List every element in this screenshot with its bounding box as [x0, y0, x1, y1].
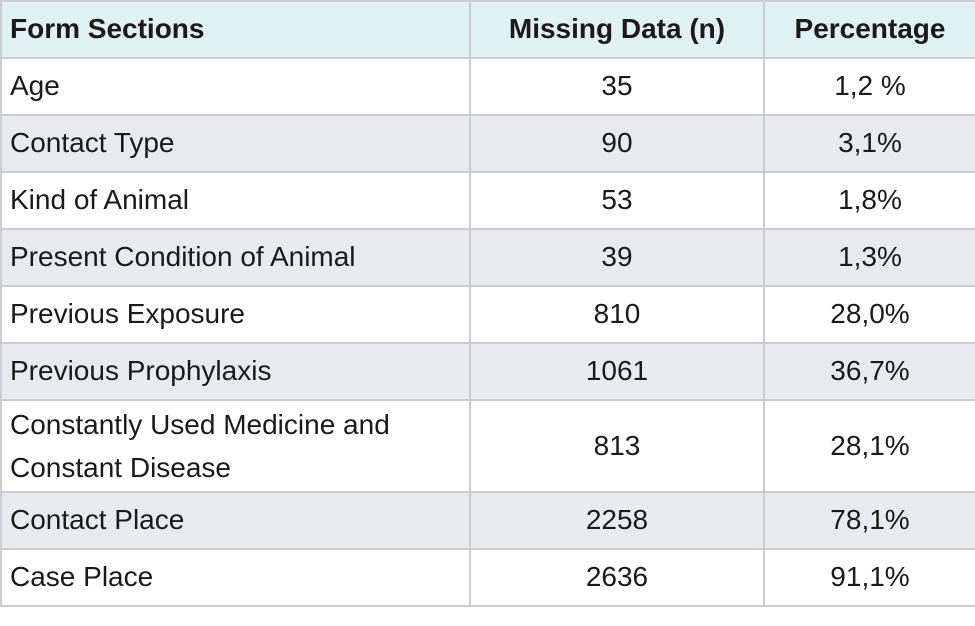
percentage-cell: 28,0%	[763, 285, 975, 344]
percentage-cell: 1,3%	[763, 228, 975, 287]
header-cell: Missing Data (n)	[469, 0, 765, 59]
header-cell: Percentage	[763, 0, 975, 59]
count-cell: 1061	[469, 342, 765, 401]
table-row: Age 35 1,2 %	[0, 57, 975, 116]
count-cell: 2258	[469, 491, 765, 550]
count-cell: 810	[469, 285, 765, 344]
percentage-cell: 78,1%	[763, 491, 975, 550]
table-body: Age 35 1,2 % Contact Type 90 3,1% Kind of Anim…	[0, 57, 975, 607]
percentage-cell: 91,1%	[763, 548, 975, 607]
percentage-cell: 3,1%	[763, 114, 975, 173]
section-cell: Contact Type	[0, 114, 471, 173]
table-row: Contact Type 90 3,1%	[0, 114, 975, 173]
count-cell: 813	[469, 399, 765, 493]
table-row: Constantly Used Medicine and Constant Di…	[0, 399, 975, 493]
percentage-cell: 1,8%	[763, 171, 975, 230]
section-cell: Constantly Used Medicine and Constant Di…	[0, 399, 471, 493]
table-row: Case Place 2636 91,1%	[0, 548, 975, 607]
section-cell: Contact Place	[0, 491, 471, 550]
table-row: Present Condition of Animal 39 1,3%	[0, 228, 975, 287]
section-cell: Previous Prophylaxis	[0, 342, 471, 401]
table-row: Kind of Animal 53 1,8%	[0, 171, 975, 230]
missing-data-table: Form Sections Missing Data (n) Percentag…	[0, 0, 975, 607]
count-cell: 35	[469, 57, 765, 116]
percentage-cell: 1,2 %	[763, 57, 975, 116]
count-cell: 2636	[469, 548, 765, 607]
table-row: Contact Place 2258 78,1%	[0, 491, 975, 550]
section-cell: Present Condition of Animal	[0, 228, 471, 287]
percentage-cell: 36,7%	[763, 342, 975, 401]
count-cell: 90	[469, 114, 765, 173]
section-cell: Kind of Animal	[0, 171, 471, 230]
count-cell: 53	[469, 171, 765, 230]
count-cell: 39	[469, 228, 765, 287]
table-row: Previous Exposure 810 28,0%	[0, 285, 975, 344]
section-cell: Case Place	[0, 548, 471, 607]
header-row: Form Sections Missing Data (n) Percentag…	[0, 0, 975, 59]
section-cell: Age	[0, 57, 471, 116]
header-cell: Form Sections	[0, 0, 471, 59]
percentage-cell: 28,1%	[763, 399, 975, 493]
table-row: Previous Prophylaxis 1061 36,7%	[0, 342, 975, 401]
section-cell: Previous Exposure	[0, 285, 471, 344]
